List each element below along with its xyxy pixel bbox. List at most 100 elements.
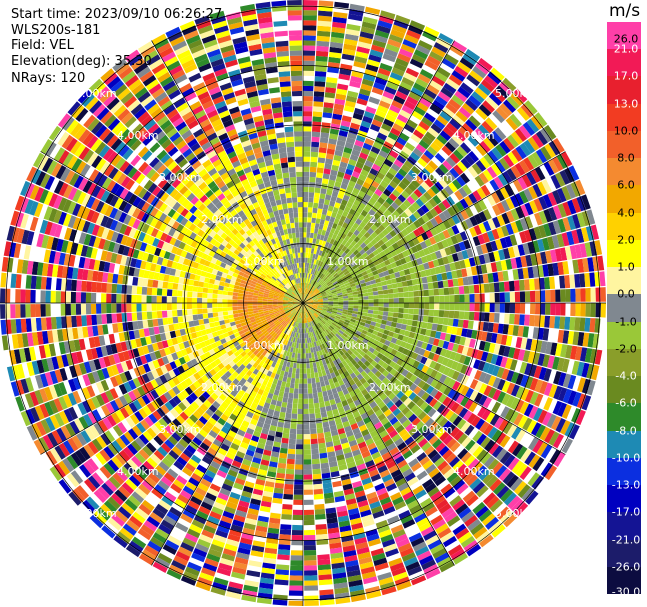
radar-gate bbox=[524, 216, 534, 229]
radar-gate bbox=[510, 92, 524, 107]
radar-gate bbox=[307, 268, 311, 274]
radar-gate bbox=[406, 319, 413, 326]
radar-gate bbox=[295, 449, 303, 455]
radar-gate bbox=[293, 388, 299, 394]
radar-gate bbox=[363, 238, 371, 246]
radar-gate bbox=[318, 396, 324, 403]
radar-gate bbox=[451, 134, 463, 146]
radar-gate bbox=[342, 194, 350, 202]
radar-gate bbox=[570, 181, 581, 197]
radar-gate bbox=[387, 284, 393, 290]
radar-gate bbox=[470, 266, 478, 276]
radar-gate bbox=[330, 288, 336, 292]
radar-gate bbox=[490, 262, 498, 273]
radar-gate bbox=[323, 395, 330, 402]
radar-gate bbox=[353, 267, 360, 273]
radar-gate bbox=[402, 286, 409, 292]
radar-gate bbox=[368, 150, 378, 159]
radar-gate bbox=[303, 141, 311, 147]
radar-gate bbox=[528, 186, 538, 200]
radar-gate bbox=[303, 444, 311, 450]
radar-gate bbox=[441, 174, 452, 185]
radar-gate bbox=[376, 72, 389, 82]
radar-gate bbox=[393, 307, 399, 313]
radar-gate bbox=[276, 564, 290, 571]
radar-gate bbox=[388, 34, 404, 44]
radar-gate bbox=[473, 312, 480, 321]
radar-gate bbox=[554, 248, 563, 262]
radar-gate bbox=[407, 285, 414, 292]
radar-gate bbox=[292, 367, 297, 374]
radar-gate bbox=[336, 140, 346, 147]
radar-gate bbox=[455, 130, 467, 142]
radar-gate bbox=[429, 80, 443, 91]
radar-gate bbox=[294, 383, 299, 389]
radar-gate bbox=[556, 154, 568, 169]
radar-gate bbox=[525, 254, 533, 267]
radar-gate bbox=[452, 40, 467, 53]
radar-gate bbox=[401, 164, 411, 174]
radar-gate bbox=[321, 294, 327, 297]
radar-gate bbox=[317, 285, 322, 290]
radar-gate bbox=[339, 273, 346, 279]
radar-gate bbox=[339, 204, 346, 211]
radar-gate bbox=[448, 310, 455, 319]
radar-gate bbox=[340, 233, 347, 240]
radar-gate bbox=[309, 284, 313, 290]
radar-gate bbox=[457, 277, 464, 286]
radar-gate bbox=[329, 216, 336, 223]
radar-gate bbox=[561, 232, 570, 247]
radar-gate bbox=[501, 212, 511, 225]
radar-gate bbox=[360, 186, 369, 194]
radar-gate bbox=[373, 274, 380, 280]
radar-gate bbox=[403, 268, 411, 276]
radar-gate bbox=[346, 95, 357, 103]
radar-gate bbox=[390, 261, 398, 269]
radar-gate bbox=[347, 292, 353, 296]
radar-gate bbox=[293, 499, 303, 505]
radar-gate bbox=[298, 338, 302, 344]
radar-gate bbox=[388, 257, 396, 264]
radar-gate bbox=[233, 313, 239, 318]
radar-gate bbox=[288, 392, 294, 399]
radar-gate bbox=[305, 252, 309, 258]
radar-gate bbox=[289, 575, 303, 581]
radar-gate bbox=[381, 163, 391, 172]
radar-gate bbox=[381, 266, 388, 272]
radar-gate bbox=[443, 310, 450, 318]
radar-gate bbox=[348, 277, 354, 283]
radar-gate bbox=[359, 267, 366, 273]
radar-gate bbox=[303, 80, 314, 87]
radar-gate bbox=[299, 368, 303, 374]
radar-gate bbox=[352, 291, 358, 295]
radar-gate bbox=[304, 535, 316, 541]
radar-gate bbox=[325, 158, 333, 165]
radar-gate bbox=[344, 206, 351, 213]
radar-gate bbox=[327, 143, 336, 150]
radar-gate bbox=[411, 201, 421, 211]
radar-gate bbox=[368, 54, 382, 63]
radar-gate bbox=[303, 70, 315, 76]
radar-gate bbox=[303, 232, 307, 238]
radar-gate bbox=[416, 470, 428, 481]
radar-gate bbox=[383, 158, 394, 168]
radar-gate bbox=[304, 580, 318, 586]
radar-gate bbox=[433, 288, 440, 296]
radar-gate bbox=[376, 268, 383, 274]
radar-gate bbox=[373, 295, 379, 299]
radar-gate bbox=[329, 262, 335, 268]
radar-gate bbox=[310, 268, 314, 275]
radar-gate bbox=[393, 254, 400, 262]
radar-gate bbox=[295, 373, 300, 379]
radar-gate bbox=[321, 282, 327, 287]
radar-gate bbox=[303, 348, 306, 354]
radar-gate bbox=[324, 231, 330, 237]
radar-gate bbox=[409, 58, 424, 69]
radar-gate bbox=[504, 303, 510, 313]
radar-gate bbox=[448, 74, 463, 86]
radar-gate bbox=[316, 50, 329, 57]
radar-gate bbox=[514, 162, 526, 176]
radar-gate bbox=[332, 21, 347, 29]
radar-gate bbox=[303, 85, 314, 92]
radar-gate bbox=[316, 284, 321, 289]
